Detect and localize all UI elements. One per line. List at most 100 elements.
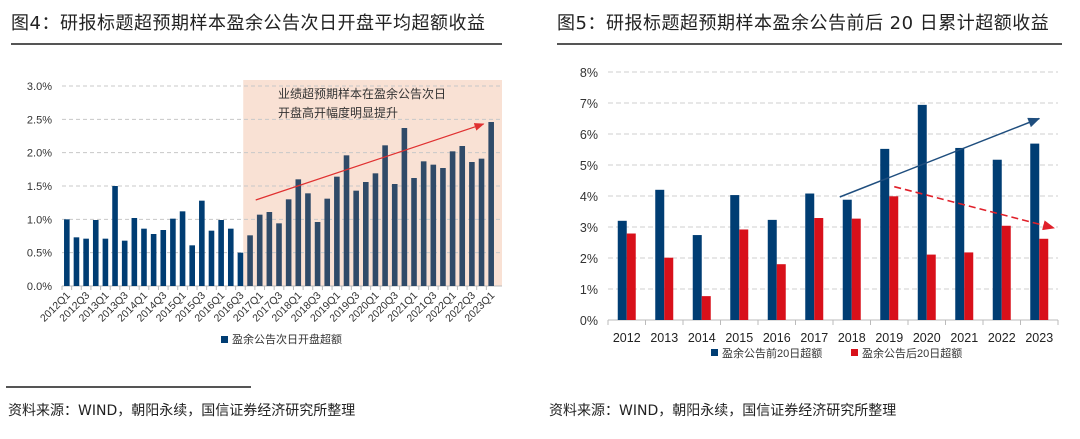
bar	[401, 128, 408, 286]
bar	[189, 245, 195, 286]
annotation-line-1: 业绩超预期样本在盈余公告次日	[278, 86, 446, 101]
bar-before	[1030, 143, 1040, 320]
chart-4: 0.0%0.5%1.0%1.5%2.0%2.5%3.0%2012Q12012Q3…	[27, 80, 502, 346]
bar-before	[917, 104, 927, 320]
y-tick-label: 3.0%	[27, 81, 52, 93]
x-tick-label: 2016	[763, 331, 791, 345]
bar	[208, 230, 215, 286]
x-tick-label: 2019	[875, 331, 903, 345]
trend-arrow-up	[839, 117, 1041, 198]
bar	[64, 219, 70, 286]
bar-before	[655, 189, 665, 320]
bar	[131, 218, 138, 286]
bar-before	[730, 195, 740, 320]
x-tick-label: 2022	[988, 331, 1016, 345]
figure-5-source: 资料来源：WIND，朝阳永续，国信证券经济研究所整理	[549, 403, 897, 419]
x-tick-label: 2020	[913, 331, 941, 345]
x-tick-label: 2013	[650, 331, 678, 345]
y-tick-label: 5%	[580, 159, 598, 173]
bar	[102, 238, 109, 286]
bar	[285, 199, 292, 286]
bar-after	[926, 254, 936, 320]
legend-label: 盈余公告次日开盘超额	[232, 332, 342, 346]
trend-arrow-down	[894, 185, 1055, 231]
bar-after	[664, 257, 674, 320]
bar-before	[767, 219, 777, 320]
bar-after	[776, 264, 786, 320]
bar	[469, 162, 475, 286]
figure-5-panel: 图5：研报标题超预期样本盈余公告前后 20 日累计超额收益 0% 1% 2% 3% 4%…	[540, 0, 1080, 439]
bar-after	[851, 218, 861, 320]
bar	[150, 234, 157, 286]
bar	[227, 228, 234, 286]
bar-after	[964, 252, 974, 320]
bar	[179, 211, 186, 286]
bar	[334, 176, 340, 286]
bar	[391, 184, 398, 286]
bar	[247, 235, 253, 286]
x-tick-label: 2012	[613, 331, 641, 345]
y-tick-label: 1.5%	[27, 181, 52, 193]
y-tick-label: 6%	[580, 128, 598, 142]
x-tick-label: 2023	[1025, 331, 1053, 345]
bar	[449, 151, 456, 286]
bar	[440, 168, 446, 286]
bar	[478, 158, 485, 286]
bar	[112, 186, 118, 286]
bar	[353, 190, 359, 286]
bar-before	[617, 220, 627, 320]
bar	[430, 164, 437, 286]
y-tick-label: 1%	[580, 283, 598, 297]
bar	[276, 223, 282, 286]
y-tick-label: 0%	[580, 314, 598, 328]
y-tick-label: 0.0%	[27, 281, 52, 293]
bar	[141, 228, 147, 286]
bar	[73, 237, 80, 286]
figure-4-source: 资料来源：WIND，朝阳永续，国信证券经济研究所整理	[8, 403, 356, 419]
title-rule	[557, 43, 1062, 45]
y-tick-label: 2.0%	[27, 148, 52, 160]
annotation-line-2: 开盘高开幅度明显提升	[278, 105, 398, 120]
bar	[420, 161, 427, 286]
legend-swatch	[711, 349, 718, 356]
legend-label: 盈余公告前20日超额	[722, 346, 822, 360]
y-tick-label: 2%	[580, 252, 598, 266]
y-tick-label: 4%	[580, 190, 598, 204]
bar-after	[889, 196, 899, 320]
bar	[83, 238, 89, 286]
title-rule	[11, 43, 502, 45]
bar-before	[692, 235, 702, 320]
bar	[170, 218, 176, 286]
bar	[411, 178, 417, 286]
bar-after	[1001, 225, 1011, 320]
bar-after	[1039, 238, 1049, 320]
figure-5-title: 图5：研报标题超预期样本盈余公告前后 20 日累计超额收益	[557, 13, 1050, 34]
bar	[382, 145, 388, 286]
chart-5: 0% 1% 2% 3% 4% 5% 6% 7% 8% 2012 2013 2014 2015 2016 20…	[580, 66, 1059, 360]
x-tick-label: 2018	[838, 331, 866, 345]
bar-after	[701, 296, 711, 320]
bar-after	[814, 218, 824, 320]
bar-before	[880, 148, 890, 320]
bar	[266, 212, 273, 286]
bar	[488, 122, 494, 286]
legend-label: 盈余公告后20日超额	[862, 346, 962, 360]
x-tick-label: 2021	[950, 331, 978, 345]
bar-after	[626, 233, 636, 320]
bar	[121, 240, 128, 286]
bar-before	[992, 159, 1002, 320]
y-tick-label: 0.5%	[27, 248, 52, 260]
bar-before	[955, 147, 965, 320]
bar-after	[739, 229, 749, 320]
bar-before	[842, 199, 852, 320]
bar	[459, 146, 466, 286]
y-tick-label: 1.0%	[27, 214, 52, 226]
bar	[324, 198, 331, 286]
bar-before	[805, 193, 815, 320]
bar	[237, 252, 244, 286]
bar	[295, 179, 302, 286]
bar	[314, 222, 321, 286]
y-tick-label: 7%	[580, 97, 598, 111]
bar	[160, 230, 167, 286]
bar	[92, 220, 99, 286]
